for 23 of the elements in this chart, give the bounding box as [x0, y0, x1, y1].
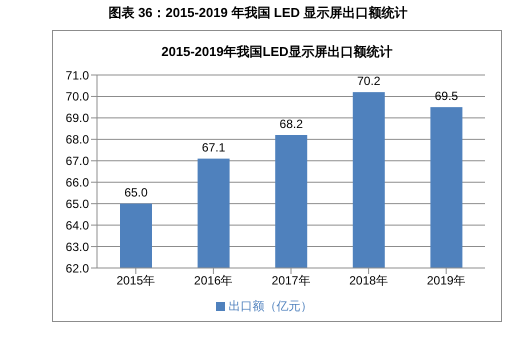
- chart-subtitle: 2015-2019年我国LED显示屏出口额统计: [160, 43, 394, 61]
- chart-title: 图表 36：2015-2019 年我国 LED 显示屏出口额统计: [107, 4, 409, 22]
- legend-label: 出口额（亿元）: [228, 299, 312, 313]
- x-tick-label: 2015年: [116, 274, 156, 288]
- y-tick-label: 65.0: [66, 196, 90, 211]
- data-label: 69.5: [434, 89, 458, 104]
- data-label: 70.2: [357, 74, 381, 88]
- y-tick-label: 66.0: [66, 175, 90, 190]
- data-label: 68.2: [280, 117, 304, 132]
- x-tick-label: 2017年: [272, 274, 310, 288]
- y-tick-label: 70.0: [66, 90, 90, 104]
- y-tick-label: 69.0: [66, 111, 90, 126]
- data-label: 67.1: [202, 140, 226, 155]
- x-tick-label: 2016年: [194, 274, 233, 288]
- y-tick-label: 68.0: [66, 132, 90, 147]
- y-tick-label: 67.0: [66, 154, 90, 168]
- x-tick-label: 2018年: [349, 274, 388, 288]
- data-label: 65.0: [124, 186, 148, 200]
- y-tick-label: 62.0: [66, 261, 90, 276]
- y-tick-label: 71.0: [66, 68, 90, 82]
- x-tick-label: 2019年: [426, 274, 466, 288]
- y-tick-label: 63.0: [66, 240, 90, 254]
- y-tick-label: 64.0: [66, 218, 90, 232]
